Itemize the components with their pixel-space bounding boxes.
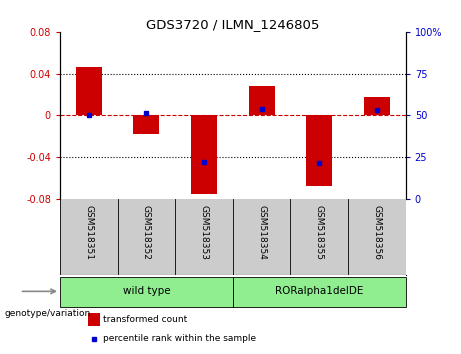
Bar	[233, 277, 406, 307]
Text: GSM518356: GSM518356	[372, 205, 381, 260]
Text: GSM518353: GSM518353	[200, 205, 208, 260]
Text: RORalpha1delDE: RORalpha1delDE	[275, 286, 363, 296]
Bar	[60, 277, 233, 307]
Text: GSM518351: GSM518351	[84, 205, 93, 260]
Text: GSM518355: GSM518355	[315, 205, 324, 260]
Bar	[364, 97, 390, 115]
Bar	[133, 115, 160, 134]
Bar	[191, 115, 217, 194]
Text: GSM518352: GSM518352	[142, 205, 151, 260]
Bar	[88, 313, 100, 326]
Text: wild type: wild type	[123, 286, 170, 296]
Bar	[248, 86, 275, 115]
Text: percentile rank within the sample: percentile rank within the sample	[103, 334, 256, 343]
Text: GSM518354: GSM518354	[257, 205, 266, 260]
Bar	[306, 115, 332, 187]
Title: GDS3720 / ILMN_1246805: GDS3720 / ILMN_1246805	[146, 18, 319, 31]
Bar	[76, 67, 102, 115]
Text: genotype/variation: genotype/variation	[5, 309, 91, 318]
Text: transformed count: transformed count	[103, 315, 188, 324]
